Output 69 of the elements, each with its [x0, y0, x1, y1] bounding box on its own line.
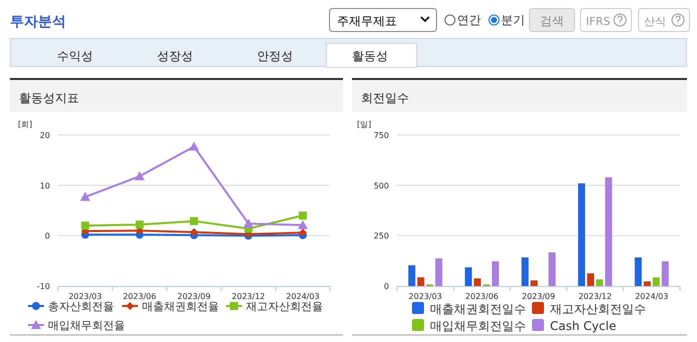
y-tick-label: 0: [384, 282, 389, 291]
bar: [596, 279, 604, 286]
bar: [644, 281, 651, 286]
point: [136, 220, 144, 229]
x-tick-label: 2023/12: [578, 292, 612, 301]
text: 분기: [501, 13, 525, 27]
bar: [548, 252, 556, 286]
point: [190, 217, 198, 226]
bar: [417, 277, 424, 286]
bar: [435, 258, 442, 286]
bar: [408, 265, 416, 286]
y-axis-title: [일]: [357, 120, 372, 129]
x-tick-label: 2023/03: [68, 292, 102, 301]
legend-label: 매출채권회전일수: [430, 302, 526, 316]
x-tick-label: 2023/03: [408, 292, 442, 301]
text: 활동성: [352, 49, 388, 63]
y-tick-label: 0: [44, 232, 50, 241]
x-tick-label: 2023/06: [122, 292, 156, 301]
chart-title: 활동성지표: [19, 91, 79, 105]
bar: [492, 261, 499, 286]
point: [298, 220, 308, 230]
bar: [662, 261, 669, 286]
legend-label: Cash Cycle: [550, 319, 616, 333]
x-tick-label: 2024/03: [286, 292, 320, 301]
y-tick-label: 20: [40, 131, 50, 140]
x-tick-label: 2023/06: [465, 292, 499, 301]
text: 성장성: [157, 49, 193, 63]
y-tick-label: 10: [40, 181, 50, 190]
bar: [587, 273, 594, 286]
text: 주재무제표: [337, 14, 397, 28]
y-tick-label: 500: [374, 181, 389, 190]
text: 산식: [644, 15, 666, 28]
bar: [530, 280, 538, 286]
x-tick-label: 2023/09: [522, 292, 556, 301]
point: [190, 228, 198, 236]
bar: [652, 277, 660, 286]
text: IFRS: [586, 15, 610, 28]
point: [189, 142, 199, 151]
point: [298, 228, 307, 237]
text: 검색: [540, 14, 564, 28]
bar: [578, 183, 586, 286]
bar: [605, 177, 612, 286]
y-tick-label: 250: [374, 232, 389, 241]
point: [298, 212, 307, 220]
x-tick-label: 2024/03: [635, 292, 668, 301]
legend-label: 매입채무회전율: [48, 319, 125, 332]
y-tick-label: 750: [374, 131, 389, 140]
y-axis-title: [회]: [18, 120, 32, 129]
point: [81, 222, 90, 230]
text: 수익성: [57, 49, 93, 63]
legend-label: 매입채무회전일수: [430, 319, 526, 333]
point: [243, 218, 254, 228]
point: [134, 171, 145, 180]
legend-label: 재고자산회전일수: [550, 302, 646, 316]
bar: [634, 257, 642, 286]
text: 투자분석: [10, 14, 66, 30]
text: 연간: [457, 13, 481, 27]
point: [80, 192, 90, 201]
bar: [522, 257, 528, 286]
chart-title: 회전일수: [361, 91, 409, 105]
bar: [474, 278, 481, 286]
y-tick-label: -10: [36, 282, 50, 291]
x-tick-label: 2023/09: [177, 292, 211, 301]
legend-label: 재고자산회전율: [246, 300, 323, 313]
text: 안정성: [257, 49, 293, 63]
legend-label: 총자산회전율: [48, 300, 114, 313]
bar: [464, 267, 472, 286]
x-tick-label: 2023/12: [232, 292, 266, 301]
legend-label: 매출채권회전율: [142, 300, 219, 313]
